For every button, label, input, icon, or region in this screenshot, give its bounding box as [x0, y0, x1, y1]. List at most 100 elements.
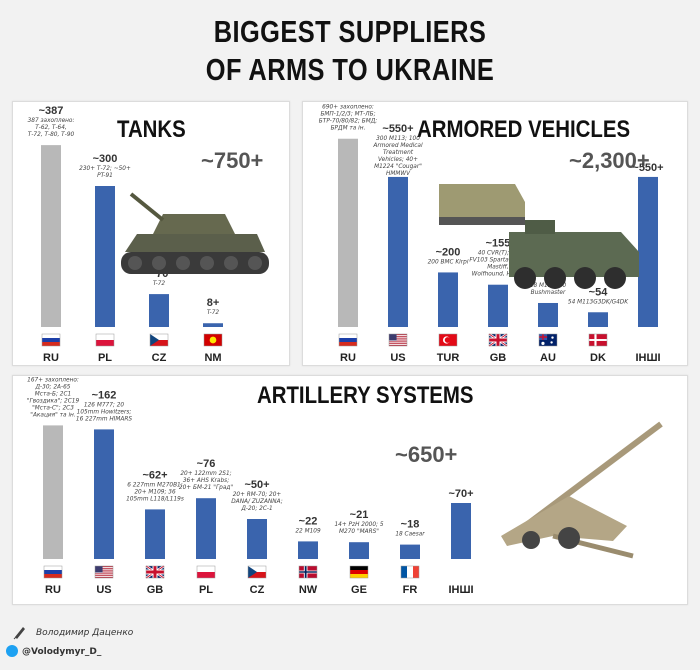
flag-fr-icon — [400, 565, 420, 579]
category-label: TUR — [437, 352, 460, 364]
note-line: 22 M109 — [295, 528, 321, 534]
flag-triangle — [248, 566, 257, 578]
tanks-panel: TANKS ~750+ 387 захоплено: Т-62, Т-64, Т-7… — [12, 101, 290, 366]
note-line: FV103 Spartans; 80 — [469, 258, 527, 264]
bar-note: 14+ PzH 2000; 5 M270 "MARS" — [334, 522, 383, 535]
flag-stripe — [248, 572, 266, 578]
flag-no-icon — [298, 565, 318, 579]
category-label: ІНШІ — [635, 352, 660, 364]
bar-note: 387 захоплено: Т-62, Т-64, Т-72, Т-80, Т-9… — [28, 118, 75, 138]
note-line: T-72 — [207, 310, 219, 316]
category-label: PL — [199, 584, 213, 596]
note-line: 300 M113; 100 — [376, 136, 420, 142]
value-label: ~18 — [401, 519, 420, 531]
value-label: ~76 — [197, 458, 216, 470]
bar-us — [94, 429, 114, 559]
note-line: 20+ M109; 36 — [134, 489, 176, 495]
flag-stripe — [42, 342, 60, 346]
flag-stripe — [44, 570, 62, 574]
flag-stripe — [339, 334, 357, 338]
note-line: 16 227mm HIMARS — [76, 416, 132, 422]
flag-stripe — [95, 575, 113, 577]
bar-note: 126 M777; 20 105mm Howitzers; 16 227mm HIM… — [76, 402, 132, 422]
note-line: Mastiff, — [487, 265, 509, 271]
flag-border — [196, 565, 216, 579]
category-label: NM — [204, 352, 221, 364]
note-line: 126 M777; 20 — [84, 402, 124, 408]
flag-border — [41, 333, 61, 347]
note-line: T-72 — [153, 281, 165, 287]
flag-stripe — [150, 334, 168, 340]
flag-mk-icon — [203, 333, 223, 347]
category-label: GE — [351, 584, 367, 596]
tank-wheel — [176, 256, 190, 270]
note-line: 14+ PzH 2000; 5 — [334, 522, 383, 528]
tank-wheel — [152, 256, 166, 270]
note-line: 36+ AHS Krabs; — [183, 478, 229, 484]
flag-stripe — [339, 342, 357, 346]
note-line: 40 CVR(T); 35 — [478, 251, 519, 257]
apc-large-turret — [525, 220, 555, 234]
bar-note: 20+ RM-70; 20+ DANA/ ZUZANNA; Д-20; 2С-1 — [231, 492, 282, 512]
note-line: Т-62, Т-64, — [35, 125, 67, 131]
bar-note: 690+ захоплено: БМП-1/2/3; МТ-ЛБ; БТР-70/8… — [319, 105, 377, 132]
pen-icon — [13, 627, 25, 640]
flag-stripe — [489, 338, 507, 342]
flag-us-icon — [388, 333, 408, 347]
bar-au — [538, 302, 558, 327]
apc-icon — [439, 184, 639, 289]
flag-sun — [209, 336, 217, 344]
flag-stripe — [350, 570, 368, 574]
bar-ru — [43, 425, 63, 559]
note-line: 6 227mm M270B1; — [127, 482, 182, 488]
flag-stripe — [197, 566, 215, 572]
flag-border — [588, 333, 608, 347]
flag-tr-icon — [438, 333, 458, 347]
note-line: HMMWV — [386, 171, 411, 177]
flag-pl-icon — [95, 333, 115, 347]
category-label: GB — [147, 584, 164, 596]
tank-turret — [153, 214, 235, 234]
bar-note: 200 BMC Kirpi — [428, 259, 469, 265]
bar-pl — [95, 186, 115, 327]
flag-star — [550, 341, 553, 344]
panel-total: ~650+ — [395, 442, 458, 467]
apc-small-track — [439, 217, 525, 225]
flag-border — [247, 565, 267, 579]
flag-stripe — [44, 566, 62, 570]
flag-stripe — [42, 338, 60, 342]
armored-vehicles-chart: 690+ захоплено: БМП-1/2/3; МТ-ЛБ; БТР-70/8… — [319, 102, 664, 364]
flag-gb-icon — [488, 332, 508, 348]
panel-title: ARTILLERY SYSTEMS — [257, 382, 474, 409]
value-label: ~200 — [436, 246, 461, 258]
category-label: ІНШІ — [448, 584, 473, 596]
category-label: FR — [403, 584, 418, 596]
flag-stripe — [350, 574, 368, 578]
howitzer-wheel — [558, 527, 580, 549]
bar-note: 20+ 122mm 2S1; 36+ AHS Krabs; 20+ БМ-21 "Г… — [179, 471, 234, 491]
bar-інші — [638, 176, 658, 327]
flag-stripe — [389, 345, 407, 346]
flag-stripe — [96, 334, 114, 340]
flag-cross — [539, 334, 548, 340]
note-line: 20+ RM-70; 20+ — [233, 492, 282, 498]
bar-nw — [298, 541, 318, 559]
flag-stripe — [95, 577, 113, 578]
bar-gb — [145, 509, 165, 559]
note-line: M1224 "Cougar" — [374, 164, 422, 170]
bar-gb — [488, 284, 508, 327]
flag-ru-icon — [43, 565, 63, 579]
flag-gb-icon — [145, 564, 165, 580]
category-label: US — [96, 584, 111, 596]
note-line: PT-91 — [97, 173, 113, 179]
howitzer-icon — [501, 421, 663, 559]
note-line: 690+ захоплено: — [322, 105, 374, 111]
flag-border — [438, 333, 458, 347]
value-label: ~54 — [589, 286, 609, 298]
flag-border — [203, 333, 223, 347]
value-label: ~50+ — [244, 479, 269, 491]
note-line: 105mm L118/L119s — [126, 496, 184, 502]
flag-border — [349, 565, 369, 579]
bar-note: 6 227mm M270B1; 20+ M109; 36 105mm L118/L1… — [126, 482, 184, 502]
note-line: DANA/ ZUZANNA; — [231, 499, 282, 505]
